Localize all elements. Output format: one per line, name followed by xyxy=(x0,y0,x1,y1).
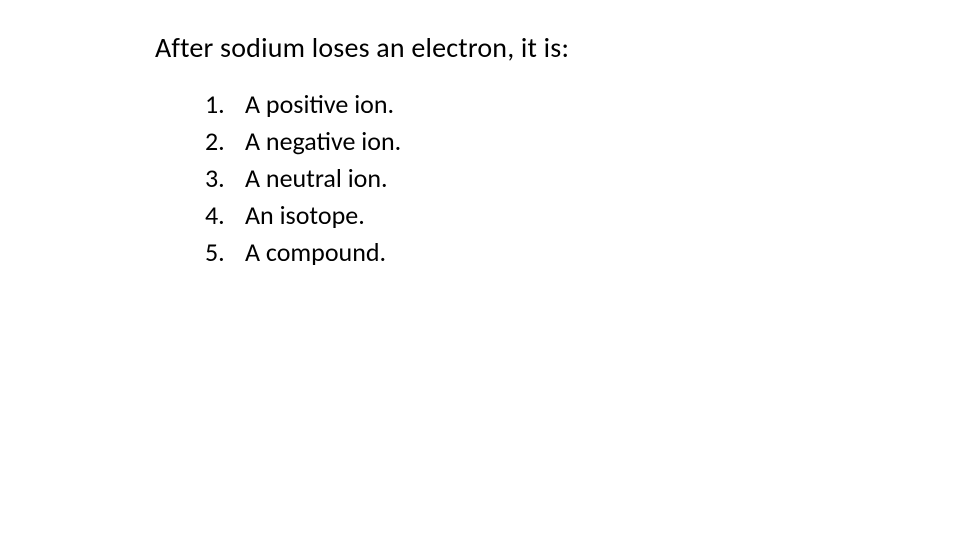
list-item: 2. A negative ion. xyxy=(205,124,960,159)
list-item-number: 1. xyxy=(205,87,245,122)
slide: After sodium loses an electron, it is: 1… xyxy=(0,0,960,540)
list-item-number: 4. xyxy=(205,198,245,233)
list-item-text: An isotope. xyxy=(245,198,365,233)
list-item-number: 5. xyxy=(205,235,245,270)
list-item-number: 2. xyxy=(205,124,245,159)
list-item-text: A negative ion. xyxy=(245,124,401,159)
list-item-text: A compound. xyxy=(245,235,386,270)
question-heading: After sodium loses an electron, it is: xyxy=(155,30,960,65)
list-item-text: A neutral ion. xyxy=(245,161,388,196)
list-item-number: 3. xyxy=(205,161,245,196)
list-item: 1. A positive ion. xyxy=(205,87,960,122)
list-item-text: A positive ion. xyxy=(245,87,394,122)
answer-list: 1. A positive ion. 2. A negative ion. 3.… xyxy=(155,87,960,270)
list-item: 3. A neutral ion. xyxy=(205,161,960,196)
list-item: 4. An isotope. xyxy=(205,198,960,233)
list-item: 5. A compound. xyxy=(205,235,960,270)
